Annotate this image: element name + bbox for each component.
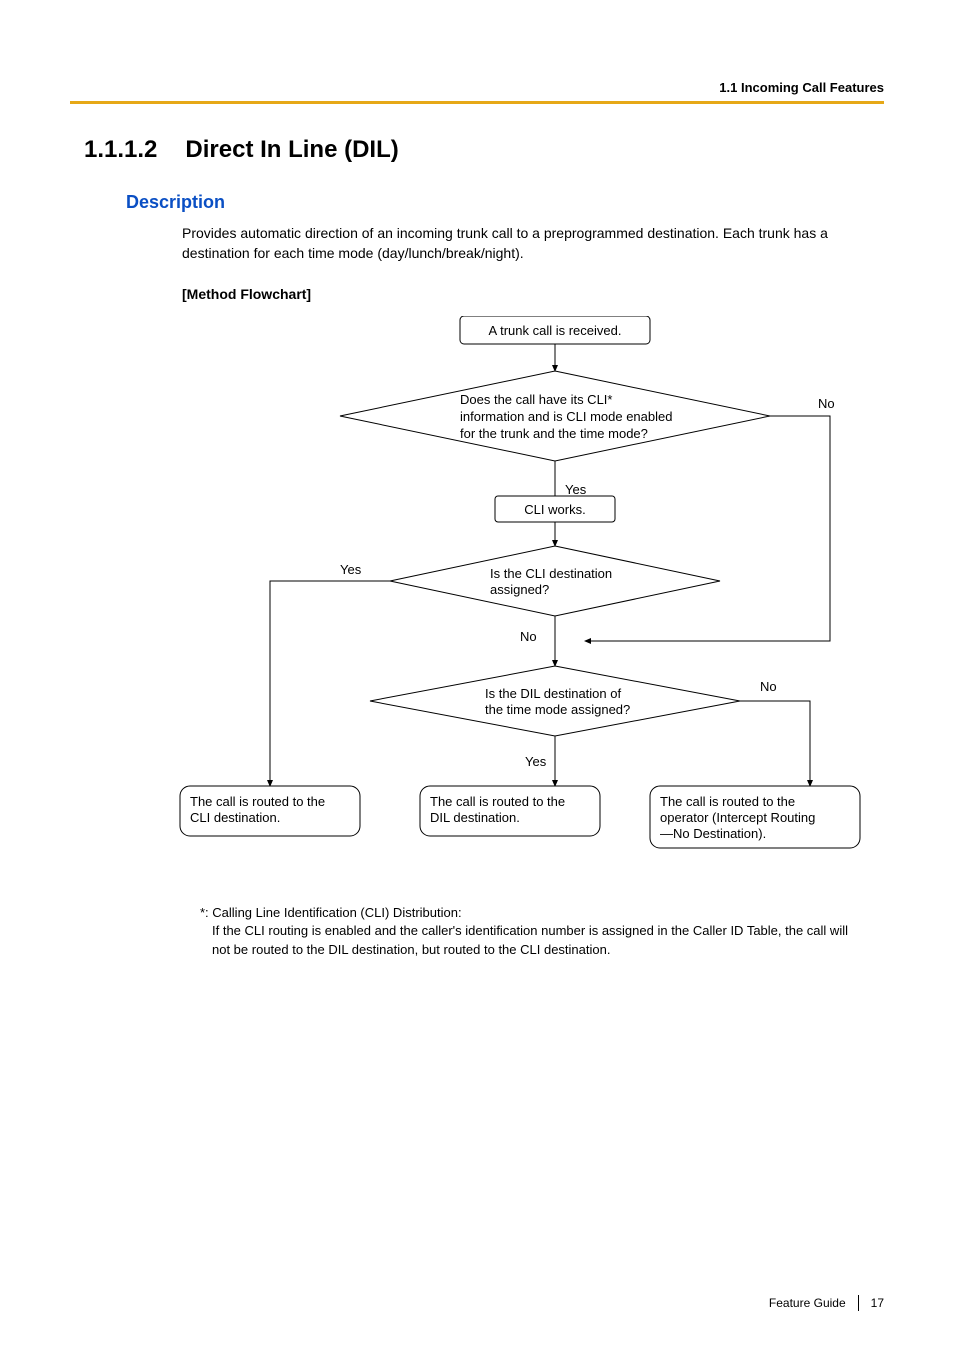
flowchart-label: [Method Flowchart]	[182, 286, 884, 302]
footer-page: 17	[871, 1296, 884, 1310]
flow-end2-l2: DIL destination.	[430, 810, 520, 825]
header-rule	[70, 101, 884, 104]
flow-decision3	[370, 666, 740, 736]
description-text: Provides automatic direction of an incom…	[182, 223, 864, 264]
flow-d1-yes: Yes	[565, 482, 587, 497]
flow-end1-l1: The call is routed to the	[190, 794, 325, 809]
flow-decision1-l3: for the trunk and the time mode?	[460, 426, 648, 441]
footer: Feature Guide 17	[769, 1295, 884, 1311]
section-heading: 1.1.1.2 Direct In Line (DIL)	[84, 136, 884, 164]
flow-decision2	[390, 546, 720, 616]
footnote: *: Calling Line Identification (CLI) Dis…	[200, 904, 864, 961]
flow-end3-l3: —No Destination).	[660, 826, 766, 841]
flow-end3-l2: operator (Intercept Routing	[660, 810, 815, 825]
flow-decision2-l1: Is the CLI destination	[490, 566, 612, 581]
flow-start-text: A trunk call is received.	[489, 323, 622, 338]
footnote-marker: *: Calling Line Identification (CLI) Dis…	[200, 905, 462, 920]
breadcrumb: 1.1 Incoming Call Features	[70, 80, 884, 95]
footnote-text: If the CLI routing is enabled and the ca…	[200, 922, 864, 960]
flow-decision2-l2: assigned?	[490, 582, 549, 597]
section-title: Direct In Line (DIL)	[185, 136, 398, 164]
flow-process1-text: CLI works.	[524, 502, 585, 517]
footer-guide: Feature Guide	[769, 1296, 846, 1310]
flow-end1-l2: CLI destination.	[190, 810, 280, 825]
flow-d2-yes: Yes	[340, 562, 362, 577]
flow-d3-yes: Yes	[525, 754, 547, 769]
flow-decision1-l2: information and is CLI mode enabled	[460, 409, 672, 424]
flow-decision3-l2: the time mode assigned?	[485, 702, 630, 717]
flow-decision3-l1: Is the DIL destination of	[485, 686, 621, 701]
page: 1.1 Incoming Call Features 1.1.1.2 Direc…	[0, 0, 954, 1351]
footer-separator	[858, 1295, 859, 1311]
flow-d2-no: No	[520, 629, 537, 644]
flow-decision1-l1: Does the call have its CLI*	[460, 392, 612, 407]
section-number: 1.1.1.2	[84, 136, 157, 164]
flow-end3-l1: The call is routed to the	[660, 794, 795, 809]
flow-d1-no: No	[818, 396, 835, 411]
flow-end2-l1: The call is routed to the	[430, 794, 565, 809]
flow-d3-no: No	[760, 679, 777, 694]
flowchart: A trunk call is received. Does the call …	[130, 316, 864, 886]
description-heading: Description	[126, 192, 884, 213]
